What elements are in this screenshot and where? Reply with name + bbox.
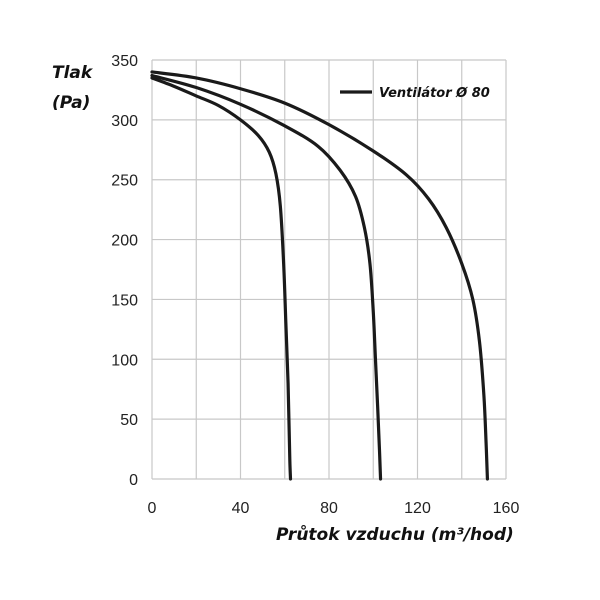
- x-tick-label: 0: [148, 500, 157, 517]
- legend-label: Ventilátor Ø 80: [379, 86, 490, 101]
- y-tick-label: 50: [120, 412, 138, 429]
- y-axis-title-line2: (Pa): [52, 93, 90, 113]
- x-tick-label: 120: [404, 500, 431, 517]
- y-tick-label: 250: [111, 173, 138, 190]
- series-line-1: [150, 76, 293, 481]
- legend: Ventilátor Ø 80: [340, 86, 490, 101]
- x-axis-title: Průtok vzduchu (m³/hod): [276, 524, 514, 545]
- x-tick-labels: 0 40 80 120 160: [148, 500, 520, 517]
- x-tick-label: 160: [493, 500, 520, 517]
- y-axis-title-line1: Tlak: [52, 63, 94, 83]
- y-tick-label: 0: [129, 472, 138, 489]
- series-line-3: [150, 70, 490, 481]
- y-tick-label: 200: [111, 233, 138, 250]
- x-tick-label: 40: [232, 500, 250, 517]
- series-line-2: [150, 73, 383, 481]
- y-tick-label: 100: [111, 352, 138, 369]
- grid: [151, 59, 507, 480]
- y-tick-label: 350: [111, 53, 138, 70]
- y-tick-label: 300: [111, 113, 138, 130]
- x-tick-label: 80: [320, 500, 338, 517]
- y-tick-label: 150: [111, 292, 138, 309]
- y-tick-labels: 0 50 100 150 200 250 300 350: [111, 53, 138, 489]
- curves: [150, 70, 490, 481]
